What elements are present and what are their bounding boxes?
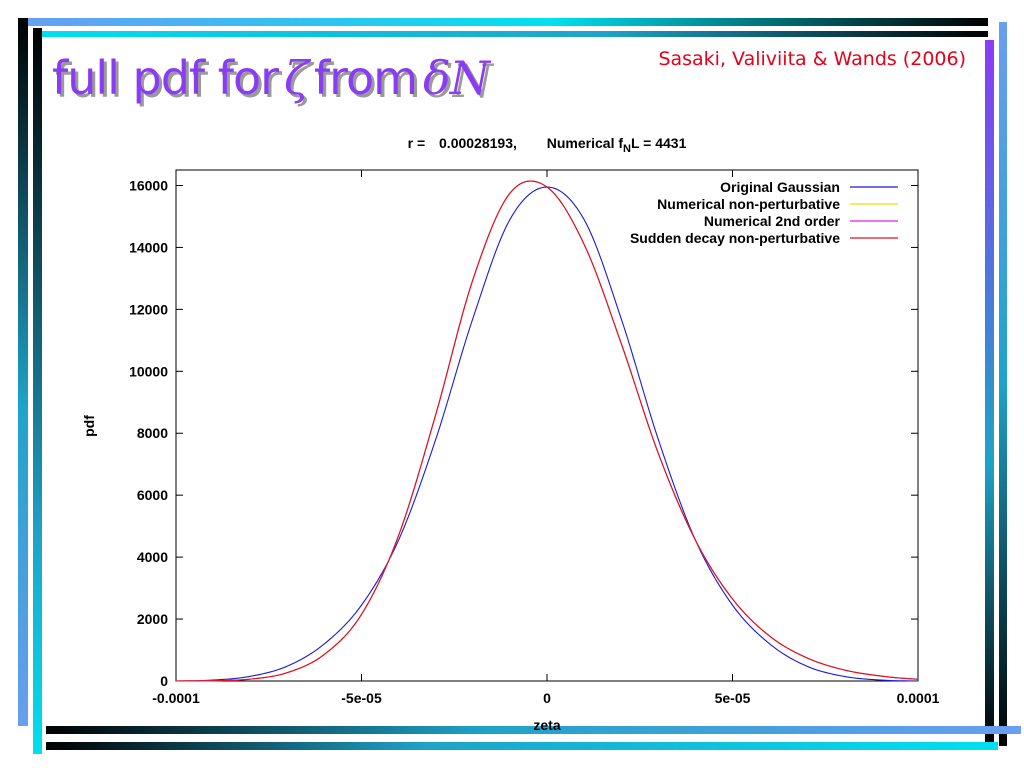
legend-label: Numerical 2nd order [704,213,841,229]
right-decor-bar-2 [999,22,1007,746]
y-tick-label: 4000 [137,549,168,565]
delta-n-symbol: δN [423,51,490,105]
top-decor-bar [18,18,988,26]
y-tick-label: 14000 [129,239,168,255]
y-tick-label: 2000 [137,611,168,627]
fnl-value: L = 4431 [631,135,687,151]
x-tick-label: -5e-05 [341,690,382,706]
top-decor-bar-2 [34,31,988,37]
citation: Sasaki, Valiviita & Wands (2006) [658,48,966,70]
slide-title: full pdf for ζ from δN [52,48,495,108]
chart-title: r = 0.00028193, Numerical fNL = 4431 [408,135,687,155]
pdf-chart: -0.0001 -5e-05 0 5e-05 0.0001 0 2000 4000 6000 80… [81,135,940,733]
y-tick-label: 6000 [137,487,168,503]
fnl-subscript: N [623,143,631,155]
legend-label: Numerical non-perturbative [657,196,840,212]
y-tick-label: 12000 [129,301,168,317]
legend-label: Original Gaussian [720,179,840,195]
legend-label: Sudden decay non-perturbative [630,230,840,246]
x-tick-label: 0.0001 [897,690,940,706]
zeta-symbol: ζ [284,51,309,105]
y-tick-label: 0 [160,673,168,689]
y-tick-label: 16000 [129,177,168,193]
r-label: r = [408,135,426,151]
right-decor-bar [985,40,994,745]
bottom-decor-bar [46,726,1021,734]
plot-area [175,169,919,682]
x-tick-label: -0.0001 [152,690,200,706]
x-tick-label: 5e-05 [715,690,751,706]
y-tick-label: 10000 [129,363,168,379]
bottom-decor-bar-2 [46,742,998,750]
left-decor-bar-2 [33,28,42,754]
fnl-label: Numerical f [547,135,624,151]
curves-layer [175,180,919,682]
ticks-layer: -0.0001 -5e-05 0 5e-05 0.0001 0 2000 4000 6000 80… [129,170,940,706]
x-axis-label: zeta [533,717,560,733]
title-middle: from [313,51,418,105]
series-line-3 [175,180,919,682]
title-prefix: full pdf for [52,51,279,105]
left-decor-bar [18,18,28,726]
y-axis-label: pdf [81,415,97,437]
r-value: 0.00028193, [439,135,517,151]
y-tick-label: 8000 [137,425,168,441]
x-tick-label: 0 [543,690,551,706]
